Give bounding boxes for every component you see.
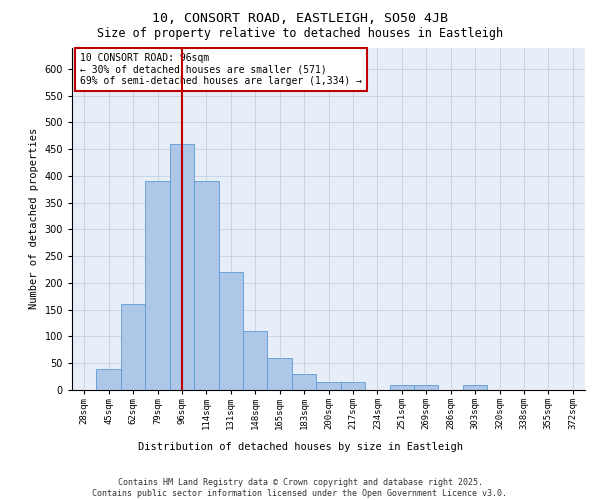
Bar <box>414 384 439 390</box>
Bar <box>268 358 292 390</box>
Text: Distribution of detached houses by size in Eastleigh: Distribution of detached houses by size … <box>137 442 463 452</box>
Bar <box>243 331 268 390</box>
Bar <box>292 374 316 390</box>
Text: Size of property relative to detached houses in Eastleigh: Size of property relative to detached ho… <box>97 28 503 40</box>
Bar <box>145 182 170 390</box>
Bar <box>170 144 194 390</box>
Text: 10 CONSORT ROAD: 96sqm
← 30% of detached houses are smaller (571)
69% of semi-de: 10 CONSORT ROAD: 96sqm ← 30% of detached… <box>80 52 362 86</box>
Bar <box>463 384 487 390</box>
Bar <box>316 382 341 390</box>
Bar <box>389 384 414 390</box>
Bar <box>97 368 121 390</box>
Y-axis label: Number of detached properties: Number of detached properties <box>29 128 39 310</box>
Bar <box>121 304 145 390</box>
Text: 10, CONSORT ROAD, EASTLEIGH, SO50 4JB: 10, CONSORT ROAD, EASTLEIGH, SO50 4JB <box>152 12 448 26</box>
Bar <box>341 382 365 390</box>
Bar <box>194 182 218 390</box>
Text: Contains HM Land Registry data © Crown copyright and database right 2025.
Contai: Contains HM Land Registry data © Crown c… <box>92 478 508 498</box>
Bar <box>218 272 243 390</box>
